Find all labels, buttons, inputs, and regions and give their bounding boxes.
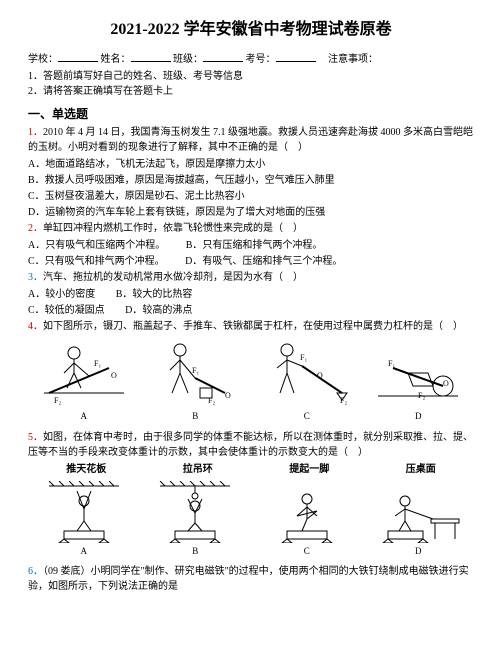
section-1-head: 一、单选题 — [28, 105, 474, 123]
notice-label: 注意事项： — [328, 52, 378, 67]
q3-opts-ab: A．较小的密度 B．较大的比热容 — [28, 287, 474, 302]
fig2-t-d: 压桌面 — [406, 462, 436, 477]
q2-opts-cd: C．只有吸气和排气两个冲程。 D．有吸气、压缩和排气三个冲程。 — [28, 254, 474, 269]
q2-text: 单缸四冲程内燃机工作时，依靠飞轮惯性来完成的是（ ） — [43, 223, 303, 234]
fig1-b-svg: F₁ O F₂ — [150, 338, 240, 408]
q3-opt-b: B．较大的比热容 — [116, 287, 193, 302]
q3-num: 3． — [28, 272, 43, 283]
svg-text:F₁: F₁ — [94, 359, 101, 368]
q1-opt-a: A．地面道路结冰，飞机无法起飞，原因是摩擦力太小 — [28, 157, 474, 172]
info-fields: 学校： 姓名： 班级： 考号： 注意事项： — [28, 50, 474, 67]
fig2-b-label: B — [192, 545, 198, 559]
q2-opt-b: B．只有压缩和排气两个冲程。 — [186, 238, 323, 253]
fig1-c-label: C — [304, 410, 310, 424]
q3-opt-c: C．较低的凝固点 — [28, 303, 105, 318]
question-2: 2．单缸四冲程内燃机工作时，依靠飞轮惯性来完成的是（ ） — [28, 221, 474, 236]
fig1-b-label: B — [192, 410, 198, 424]
fig2-c: C — [262, 481, 352, 559]
fig1-d-label: D — [415, 410, 422, 424]
fig2-t-a: 推天花板 — [66, 462, 106, 477]
fig2-c-svg — [262, 481, 352, 543]
q1-text: 2010 年 4 月 14 日，我国青海玉树发生 7.1 级强地震。救援人员迅速… — [28, 127, 473, 153]
name-label: 姓名： — [101, 52, 131, 67]
q1-num: 1． — [28, 127, 43, 138]
q2-opts-ab: A．只有吸气和压缩两个冲程。 B．只有压缩和排气两个冲程。 — [28, 238, 474, 253]
q4-text: 如下图所示，镊刀、瓶盖起子、手推车、铁锹都属于杠杆，在使用过程中属费力杠杆的是（… — [43, 321, 463, 332]
q6-num: 6． — [28, 566, 43, 577]
school-label: 学校： — [28, 52, 58, 67]
examno-label: 考号： — [246, 52, 276, 67]
figure-row-1: F₁ F₂ O A F₁ O F₂ B — [28, 338, 474, 424]
fig2-a-label: A — [81, 545, 88, 559]
fig2-d-label: D — [415, 545, 422, 559]
q6-text: （09 娄底）小明同学在"制作、研究电磁铁"的过程中，使用两个相同的大铁钉绕制成… — [28, 566, 469, 592]
paper-title: 2021-2022 学年安徽省中考物理试卷原卷 — [28, 18, 474, 42]
q5-num: 5． — [28, 432, 43, 443]
fig1-d: F₁ O F₂ D — [373, 338, 463, 424]
svg-text:F₂: F₂ — [340, 396, 347, 405]
fig2-titles: 推天花板 拉吊环 提起一脚 压桌面 — [28, 462, 474, 477]
notice-list: 1．答题前填写好自己的姓名、班级、考号等信息 2．请将答案正确填写在答题卡上 — [28, 69, 474, 99]
svg-text:O: O — [111, 371, 117, 380]
q2-opt-c: C．只有吸气和排气两个冲程。 — [28, 254, 165, 269]
notice-2: 2．请将答案正确填写在答题卡上 — [28, 84, 474, 99]
q5-text: 如图，在体育中考时，由于很多同学的体重不能达标，所以在测体重时，就分别采取推、拉… — [28, 432, 473, 458]
notice-1: 1．答题前填写好自己的姓名、班级、考号等信息 — [28, 69, 474, 84]
question-3: 3．汽车、拖拉机的发动机常用水做冷却剂，是因为水有（ ） — [28, 270, 474, 285]
figure-row-2: A B — [28, 481, 474, 559]
fig1-c: F₁ O F₂ C — [262, 338, 352, 424]
q3-text: 汽车、拖拉机的发动机常用水做冷却剂，是因为水有（ ） — [43, 272, 303, 283]
fig2-d: D — [373, 481, 463, 559]
fig2-b-svg — [150, 481, 240, 543]
name-blank — [131, 50, 171, 62]
fig2-d-svg — [373, 481, 463, 543]
fig1-a: F₁ F₂ O A — [39, 338, 129, 424]
fig2-t-c: 提起一脚 — [289, 462, 329, 477]
fig1-a-label: A — [81, 410, 88, 424]
svg-text:F₂: F₂ — [54, 396, 61, 405]
q1-opt-c: C．玉树昼夜温差大，原因是砂石、泥土比热容小 — [28, 189, 474, 204]
svg-text:O: O — [225, 391, 231, 400]
q4-num: 4． — [28, 321, 43, 332]
school-blank — [58, 50, 98, 62]
q1-opt-b: B．救援人员呼吸困难，原因是海拔越高，气压越小，空气难压入肺里 — [28, 173, 474, 188]
fig2-c-label: C — [304, 545, 310, 559]
q3-opt-d: D．较高的沸点 — [125, 303, 192, 318]
svg-text:O: O — [443, 379, 449, 388]
fig2-b: B — [150, 481, 240, 559]
svg-text:O: O — [317, 371, 323, 380]
q3-opts-cd: C．较低的凝固点 D．较高的沸点 — [28, 303, 474, 318]
class-blank — [203, 50, 243, 62]
svg-text:F₁: F₁ — [388, 359, 395, 368]
q1-opt-d: D．运输物资的汽车车轮上套有铁链，原因是为了增大对地面的压强 — [28, 205, 474, 220]
fig1-a-svg: F₁ F₂ O — [39, 338, 129, 408]
q3-opt-a: A．较小的密度 — [28, 287, 95, 302]
fig2-t-b: 拉吊环 — [183, 462, 213, 477]
fig2-a: A — [39, 481, 129, 559]
q2-num: 2． — [28, 223, 43, 234]
question-4: 4．如下图所示，镊刀、瓶盖起子、手推车、铁锹都属于杠杆，在使用过程中属费力杠杆的… — [28, 319, 474, 334]
fig1-c-svg: F₁ O F₂ — [262, 338, 352, 408]
svg-text:F₂: F₂ — [208, 396, 215, 405]
fig1-b: F₁ O F₂ B — [150, 338, 240, 424]
question-5: 5．如图，在体育中考时，由于很多同学的体重不能达标，所以在测体重时，就分别采取推… — [28, 430, 474, 460]
q2-opt-d: D．有吸气、压缩和排气三个冲程。 — [185, 254, 342, 269]
class-label: 班级： — [173, 52, 203, 67]
svg-text:F₁: F₁ — [192, 366, 199, 375]
q2-opt-a: A．只有吸气和压缩两个冲程。 — [28, 238, 165, 253]
fig2-a-svg — [39, 481, 129, 543]
svg-text:F₁: F₁ — [300, 353, 307, 362]
question-6: 6．（09 娄底）小明同学在"制作、研究电磁铁"的过程中，使用两个相同的大铁钉绕… — [28, 564, 474, 594]
fig1-d-svg: F₁ O F₂ — [373, 338, 463, 408]
question-1: 1．2010 年 4 月 14 日，我国青海玉树发生 7.1 级强地震。救援人员… — [28, 125, 474, 155]
examno-blank — [276, 50, 316, 62]
